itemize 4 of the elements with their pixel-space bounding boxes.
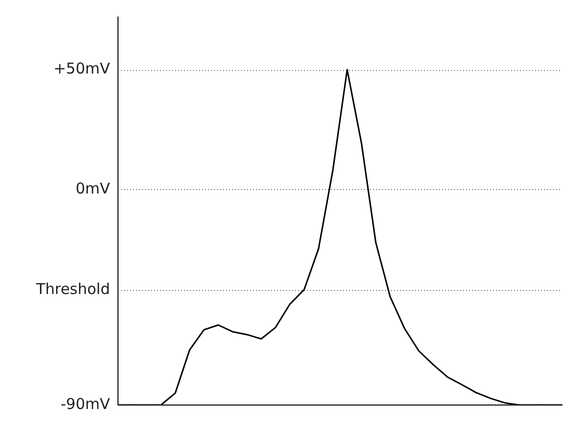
y-tick-label: 0mV — [76, 179, 111, 198]
y-tick-label: +50mV — [53, 60, 111, 78]
y-tick-label: Threshold — [35, 280, 110, 298]
y-tick-label: -90mV — [60, 394, 111, 413]
